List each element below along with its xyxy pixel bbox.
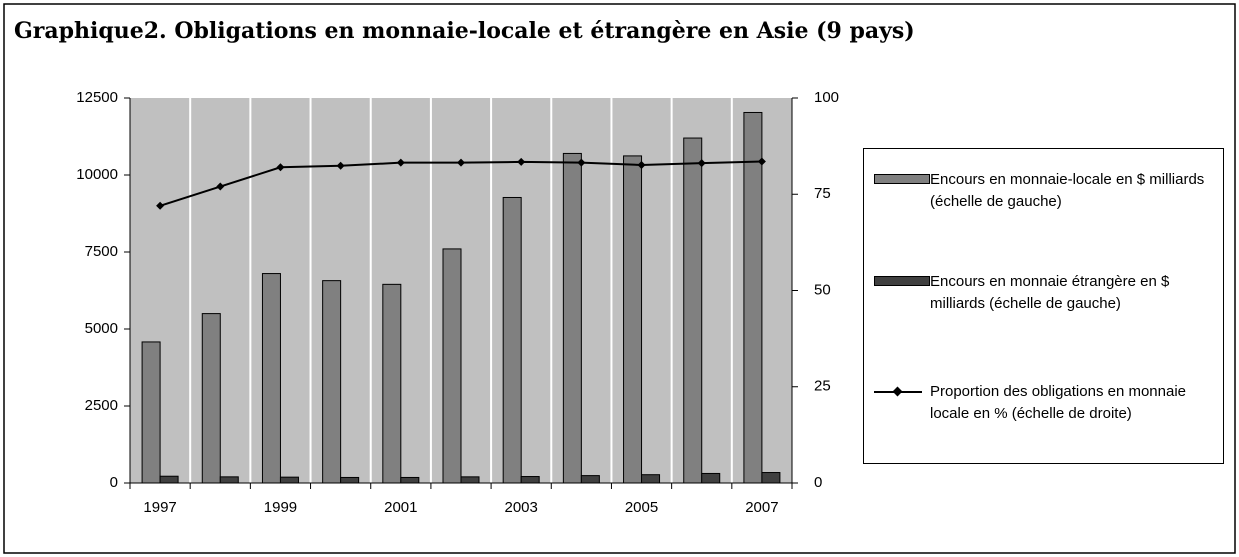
marker xyxy=(156,201,165,210)
y2-tick-label: 0 xyxy=(814,474,822,491)
x-tick-label: 1997 xyxy=(143,499,176,516)
frame xyxy=(3,3,1236,554)
bar xyxy=(641,474,661,484)
y2-tick-label: 50 xyxy=(814,281,831,298)
bar xyxy=(520,476,540,484)
legend-label: Proportion des obligations en monnaie lo… xyxy=(930,383,1187,422)
x-tick-label: 2005 xyxy=(625,499,658,516)
bar xyxy=(562,152,582,484)
legend-entry: Encours en monnaie étrangère en $ millia… xyxy=(874,271,1219,315)
x-tick-label: 1999 xyxy=(264,499,297,516)
legend-swatch xyxy=(874,169,930,191)
marker xyxy=(697,159,706,168)
marker xyxy=(396,158,405,167)
chart-title: Graphique2. Obligations en monnaie-local… xyxy=(14,18,915,44)
bar xyxy=(201,313,221,484)
marker xyxy=(637,160,646,169)
y2-tick-label: 75 xyxy=(814,185,831,202)
marker xyxy=(457,158,465,167)
bar xyxy=(400,476,420,484)
y-tick-label: 2500 xyxy=(85,397,118,414)
bar xyxy=(340,476,360,484)
bar xyxy=(141,341,161,484)
bar xyxy=(580,475,600,484)
legend-swatch xyxy=(874,271,930,293)
bar xyxy=(701,472,721,484)
legend-swatch xyxy=(874,381,930,403)
bar xyxy=(159,475,179,484)
bar xyxy=(219,476,239,484)
marker xyxy=(517,157,526,166)
bar xyxy=(322,280,342,484)
legend-label: Encours en monnaie étrangère en $ millia… xyxy=(930,273,1170,312)
bar xyxy=(261,273,281,484)
marker xyxy=(216,182,225,191)
y-tick-label: 0 xyxy=(110,474,118,491)
bar xyxy=(743,111,763,484)
bar xyxy=(761,472,781,484)
x-tick-label: 2001 xyxy=(384,499,417,516)
bar xyxy=(442,248,462,484)
bar xyxy=(460,476,480,484)
legend-label: Encours en monnaie-locale en $ milliards… xyxy=(930,171,1205,210)
y2-tick-label: 25 xyxy=(814,378,831,395)
marker xyxy=(336,161,345,170)
bar xyxy=(382,283,402,484)
legend-entry: Proportion des obligations en monnaie lo… xyxy=(874,381,1219,425)
y-tick-label: 7500 xyxy=(85,243,118,260)
marker xyxy=(577,158,586,167)
y2-tick-label: 100 xyxy=(814,89,839,106)
bar xyxy=(683,137,703,484)
legend: Encours en monnaie-locale en $ milliards… xyxy=(863,148,1224,464)
y-tick-label: 12500 xyxy=(76,89,118,106)
legend-entry: Encours en monnaie-locale en $ milliards… xyxy=(874,169,1219,213)
x-tick-label: 2007 xyxy=(745,499,778,516)
x-tick-label: 2003 xyxy=(504,499,537,516)
y-tick-label: 10000 xyxy=(76,166,118,183)
marker xyxy=(276,163,285,172)
y-tick-label: 5000 xyxy=(85,320,118,337)
bar xyxy=(279,476,299,484)
bar xyxy=(502,196,522,484)
marker xyxy=(757,157,766,166)
bar xyxy=(623,155,643,484)
